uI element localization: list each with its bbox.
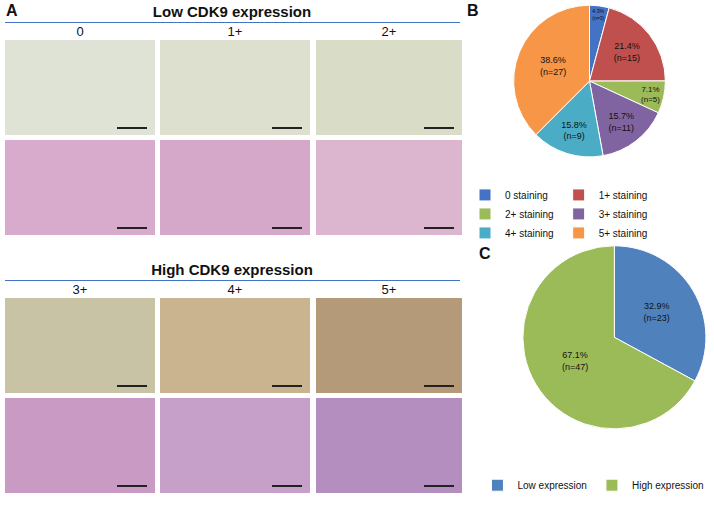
html-text:3+: 3+ bbox=[72, 282, 88, 297]
svg-text:High expression: High expression bbox=[632, 480, 704, 491]
svg-text:5+ staining: 5+ staining bbox=[599, 228, 648, 239]
svg-text:21.4%(n=15): 21.4%(n=15) bbox=[614, 41, 640, 63]
svg-text:Low expression: Low expression bbox=[517, 480, 586, 491]
svg-text:1+ staining: 1+ staining bbox=[599, 190, 648, 201]
svg-text:32.9%(n=23): 32.9%(n=23) bbox=[644, 301, 670, 323]
html-text:1+: 1+ bbox=[227, 24, 243, 39]
svg-text:15.8%(n=9): 15.8%(n=9) bbox=[561, 120, 587, 142]
html-text:Low CDK9 expression: Low CDK9 expression bbox=[152, 3, 312, 20]
html-text:High CDK9 expression: High CDK9 expression bbox=[151, 261, 313, 278]
svg-text:7.1%(n=5): 7.1%(n=5) bbox=[641, 85, 660, 104]
html-text:A: A bbox=[6, 2, 18, 19]
svg-text:67.1%(n=47): 67.1%(n=47) bbox=[562, 350, 588, 372]
svg-text:3+ staining: 3+ staining bbox=[599, 209, 648, 220]
svg-text:0 staining: 0 staining bbox=[505, 190, 548, 201]
svg-text:38.6%(n=27): 38.6%(n=27) bbox=[540, 55, 566, 77]
svg-text:C: C bbox=[479, 245, 491, 262]
html-text:0: 0 bbox=[76, 24, 84, 39]
html-text:5+: 5+ bbox=[381, 282, 397, 297]
html-text:2+: 2+ bbox=[381, 24, 397, 39]
svg-text:15.7%(n=11): 15.7%(n=11) bbox=[608, 111, 634, 133]
svg-text:2+ staining: 2+ staining bbox=[505, 209, 554, 220]
svg-text:B: B bbox=[467, 2, 479, 19]
svg-text:4.3%(n=3): 4.3%(n=3) bbox=[592, 8, 605, 21]
html-text:4+: 4+ bbox=[227, 282, 243, 297]
svg-text:4+ staining: 4+ staining bbox=[505, 228, 554, 239]
